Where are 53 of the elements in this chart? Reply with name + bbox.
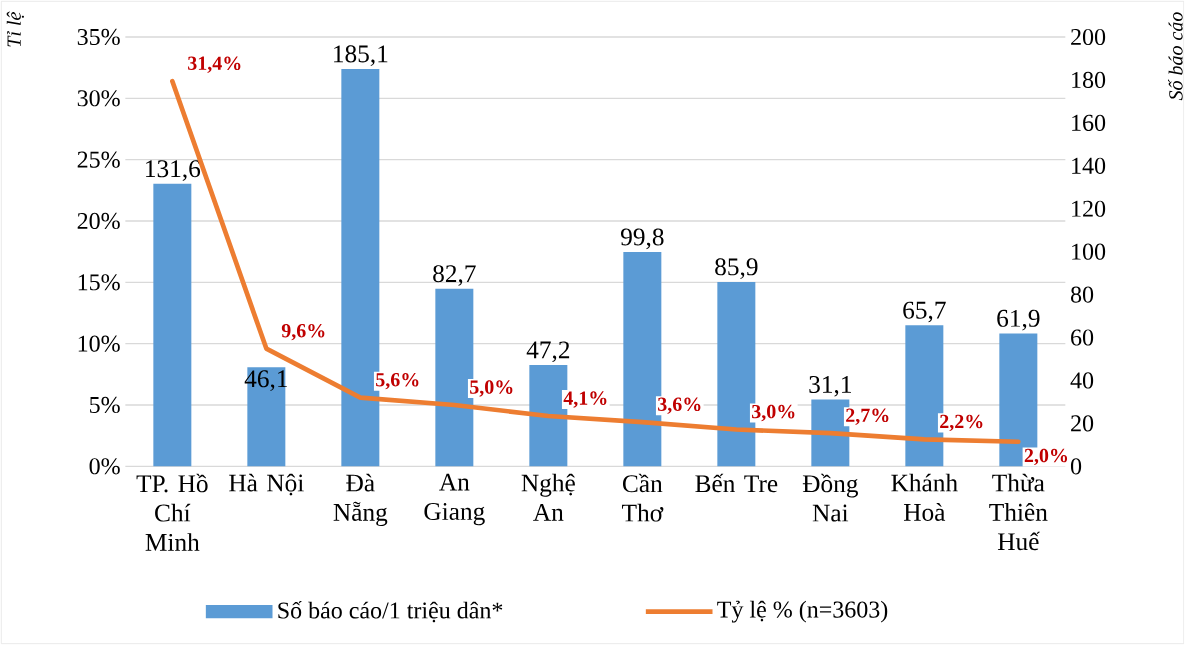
legend-label: Số báo cáo/1 triệu dân*: [278, 600, 503, 623]
data-label: 65,7: [903, 301, 946, 323]
y2-tick-label: 180: [1072, 71, 1106, 89]
data-label: 47,2: [526, 341, 570, 363]
data-label: 31,4%: [188, 56, 241, 73]
x-tick-label: Khánh Hoà: [891, 473, 958, 521]
data-label: 82,7: [433, 265, 476, 286]
y-axis-title: Tỉ lệ: [6, 11, 24, 47]
y-tick-label: 10%: [78, 335, 120, 352]
y2-tick-label: 80: [1070, 286, 1094, 303]
x-tick-label: TP. Hồ Chí Minh: [136, 473, 208, 551]
data-label: 2,2%: [940, 414, 983, 432]
y-tick-label: 0%: [89, 458, 120, 475]
data-label: 131,6: [146, 160, 201, 181]
y2-tick-label: 60: [1071, 329, 1094, 346]
data-label: 5,0%: [470, 380, 513, 397]
x-tick-label: Bến Tre: [695, 473, 778, 493]
data-label: 4,1%: [563, 391, 607, 408]
x-tick-label: Đà Nẵng: [333, 473, 388, 527]
x-tick-label: Hà Nội: [229, 473, 304, 496]
y2-tick-label: 100: [1072, 243, 1106, 260]
y2-tick-label: 20: [1071, 415, 1094, 432]
data-label: 85,9: [715, 258, 758, 279]
y-tick-label: 25%: [77, 151, 120, 168]
y2-tick-label: 40: [1070, 372, 1094, 389]
y-tick-label: 20%: [77, 212, 120, 230]
data-label: 2,7%: [846, 408, 889, 425]
data-label: 9,6%: [281, 323, 325, 341]
y2-tick-label: 160: [1072, 114, 1106, 131]
y-tick-label: 5%: [90, 396, 120, 414]
y-tick-label: 15%: [78, 274, 120, 291]
x-tick-label: An Giang: [424, 473, 485, 526]
data-label: 185,1: [334, 45, 388, 67]
y-tick-label: 30%: [77, 90, 120, 107]
x-tick-label: Cần Thơ: [622, 473, 664, 522]
bar: [153, 183, 192, 467]
x-tick-label: Đồng Nai: [802, 473, 858, 522]
y2-tick-label: 200: [1071, 28, 1106, 46]
data-label: 3,0%: [752, 404, 795, 422]
y2-axis-title: Số báo cáo: [1167, 12, 1183, 101]
y-tick-label: 35%: [77, 28, 120, 46]
x-tick-label: Thừa Thiên Huế: [989, 473, 1048, 551]
data-label: 5,6%: [376, 372, 419, 390]
y2-tick-label: 120: [1072, 200, 1106, 217]
data-label: 3,6%: [658, 397, 701, 414]
y2-tick-label: 0: [1070, 458, 1082, 475]
legend-label: Tỷ lệ % (n=3603): [717, 600, 888, 623]
data-label: 99,8: [620, 228, 664, 250]
data-label: 61,9: [997, 309, 1040, 331]
x-tick-label: Nghệ An: [521, 473, 575, 521]
y2-tick-label: 140: [1072, 157, 1106, 174]
data-label: 2,0%: [1024, 448, 1068, 466]
data-label: 31,1: [809, 375, 851, 397]
